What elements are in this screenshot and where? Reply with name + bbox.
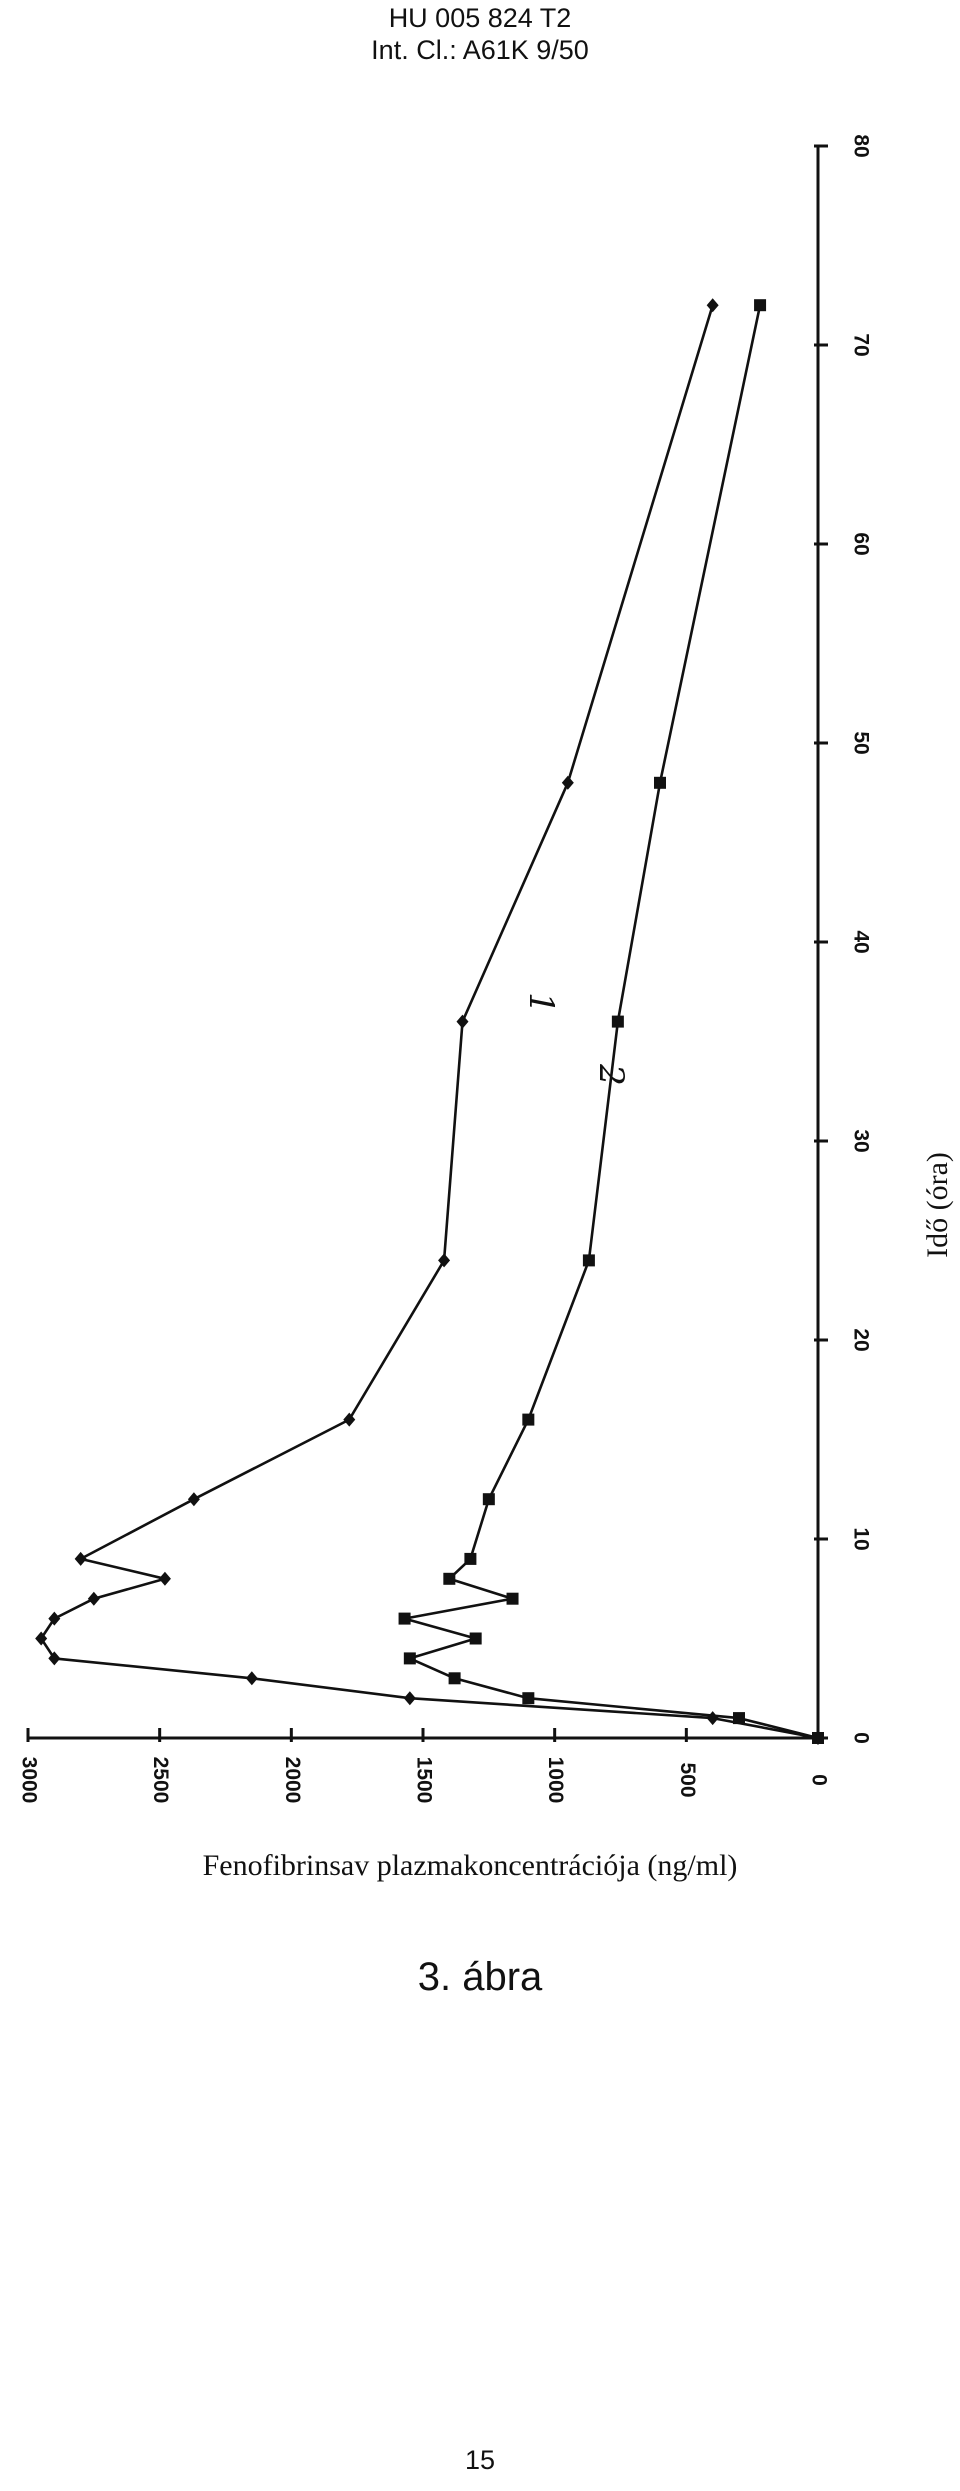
series-1-line xyxy=(39,304,819,1740)
series-2-point xyxy=(482,1493,495,1506)
pk-line-chart: 0 10 20 30 40 50 60 70 80 0 500 1000 1500 2000 2500 300… xyxy=(17,134,954,1882)
series-1-point xyxy=(561,775,574,790)
series-2-point xyxy=(733,1712,745,1725)
series-2-point xyxy=(522,1692,535,1705)
series-2-point xyxy=(812,1732,824,1744)
series-2-point xyxy=(506,1592,519,1605)
series-1-point xyxy=(35,1631,48,1646)
chart-titles: Idő (óra) Fenofibrinsav plazmakoncentráci… xyxy=(203,1152,954,1882)
classification: Int. Cl.: A61K 9/50 xyxy=(371,35,589,65)
series-2-point xyxy=(448,1672,461,1685)
series-2-point xyxy=(611,1015,624,1028)
series-1-point xyxy=(48,1651,61,1666)
chart-ticks: 0 10 20 30 40 50 60 70 80 0 500 1000 1500 2000 2500 300… xyxy=(17,134,872,1803)
series-1-point xyxy=(245,1671,258,1686)
concentration-axis-title: Fenofibrinsav plazmakoncentrációja (ng/m… xyxy=(203,1849,738,1882)
series-1-point xyxy=(158,1571,171,1586)
page-number: 15 xyxy=(464,2445,496,2475)
series-2-line xyxy=(403,304,819,1740)
series-1-point xyxy=(48,1611,61,1626)
series-2-point xyxy=(469,1632,482,1645)
concentration-tick-label: 2500 xyxy=(149,1757,172,1804)
time-tick-label: 30 xyxy=(849,1129,872,1152)
series-1-tag: 1 xyxy=(521,992,561,1014)
series-1-point xyxy=(187,1492,200,1507)
time-axis-title: Idő (óra) xyxy=(921,1152,954,1258)
time-tick-label: 10 xyxy=(849,1527,872,1550)
series-1-point xyxy=(74,1551,87,1566)
chart-axes xyxy=(28,146,820,1740)
time-tick-label: 70 xyxy=(849,333,872,356)
chart-series: 12 xyxy=(35,298,824,1745)
series-1-point xyxy=(438,1253,451,1268)
series-1-point xyxy=(706,298,719,313)
concentration-tick-label: 1000 xyxy=(544,1757,567,1804)
time-tick-label: 50 xyxy=(849,731,872,754)
series-2-point xyxy=(403,1652,416,1665)
series-1-point xyxy=(706,1711,719,1726)
series-2-point xyxy=(754,299,767,312)
time-tick-label: 20 xyxy=(849,1328,872,1351)
time-tick-label: 60 xyxy=(849,532,872,555)
concentration-tick-label: 1500 xyxy=(412,1757,435,1804)
series-2-tag: 2 xyxy=(591,1063,631,1086)
time-tick-label: 0 xyxy=(849,1732,872,1744)
time-tick-label: 80 xyxy=(849,134,872,157)
figure-caption: 3. ábra xyxy=(417,1955,543,1999)
concentration-tick-label: 2000 xyxy=(281,1757,304,1804)
concentration-tick-label: 500 xyxy=(676,1762,699,1797)
series-2-point xyxy=(398,1612,411,1625)
time-tick-label: 40 xyxy=(849,930,872,953)
series-1-point xyxy=(343,1412,356,1427)
series-1-point xyxy=(456,1014,469,1029)
series-1-point xyxy=(403,1691,416,1706)
patent-number: HU 005 824 T2 xyxy=(388,3,572,33)
series-2-point xyxy=(582,1254,595,1267)
series-2-point xyxy=(464,1552,477,1565)
concentration-tick-label: 0 xyxy=(807,1774,830,1786)
series-1-point xyxy=(87,1591,100,1606)
series-2-point xyxy=(654,776,666,789)
concentration-tick-label: 3000 xyxy=(17,1757,40,1804)
series-2-point xyxy=(522,1413,535,1426)
series-2-point xyxy=(443,1572,456,1585)
